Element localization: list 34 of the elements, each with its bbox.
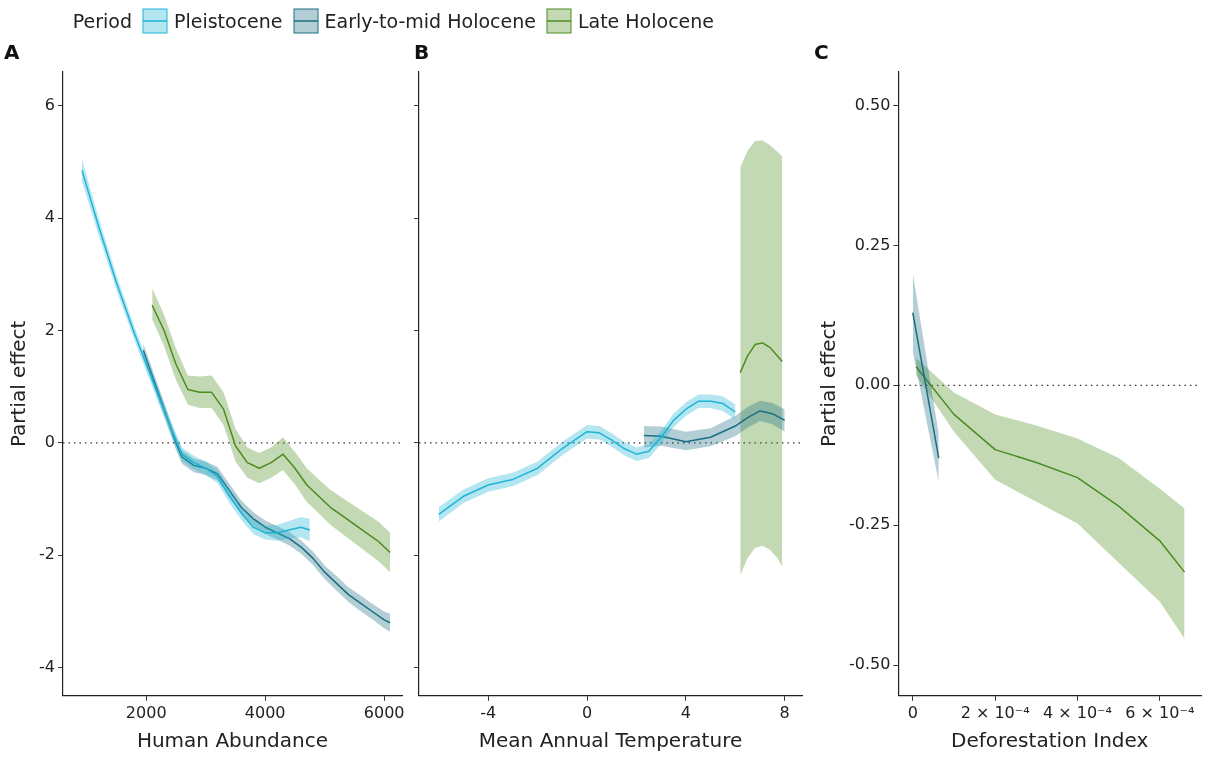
y-axis-title: Partial effect [6,320,31,448]
legend-label: Pleistocene [174,10,283,32]
x-tick-label: 4 × 10⁻⁴ [1043,702,1112,722]
x-tick-label: 4 [680,702,691,722]
chart-title: A [4,40,20,65]
x-axis-title: Human Abundance [136,728,329,753]
x-tick-label: -4 [480,702,497,722]
y-tick-label: -0.25 [848,514,891,534]
y-tick-label: 0 [44,432,55,452]
y-tick-label: 0.00 [854,374,891,394]
y-axis-title: Partial effect [816,320,841,448]
y-tick-label: 6 [44,94,55,114]
legend-title: Period [72,10,132,32]
y-tick-label: 4 [44,207,55,227]
x-tick-label: 2 × 10⁻⁴ [960,702,1030,722]
x-tick-label: 2000 [125,702,167,722]
x-axis-title: Deforestation Index [951,728,1149,753]
chart-title: B [414,40,430,65]
x-tick-label: 8 [779,702,790,722]
y-tick-label: -2 [39,544,55,564]
y-tick-label: 0.25 [854,234,891,254]
x-tick-label: 4000 [244,702,286,722]
y-tick-label: -4 [39,656,55,676]
x-axis-title: Mean Annual Temperature [478,728,743,753]
legend-label: Early-to-mid Holocene [324,10,536,32]
y-tick-label: -0.50 [848,654,891,674]
x-tick-label: 0 [907,702,918,722]
x-tick-label: 6 × 10⁻⁴ [1125,702,1195,722]
y-tick-label: 0.50 [854,94,891,114]
x-tick-label: 6000 [363,702,405,722]
legend-label: Late Holocene [577,10,714,32]
chart-title: C [814,40,829,65]
y-tick-label: 2 [44,319,55,339]
x-tick-label: 0 [581,702,593,722]
